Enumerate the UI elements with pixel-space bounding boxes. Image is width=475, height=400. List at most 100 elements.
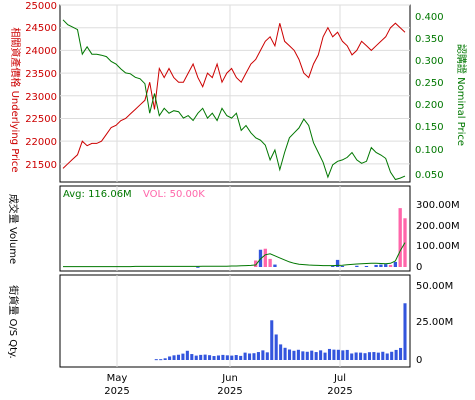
outstanding-bar — [327, 348, 332, 360]
volume-tick: 200.00M — [416, 221, 460, 232]
outstanding-bar — [399, 347, 403, 360]
left-tick: 24500 — [25, 23, 57, 34]
left-tick: 21500 — [25, 160, 57, 171]
outstanding-bar — [341, 350, 345, 360]
x-year-label: 2025 — [217, 386, 242, 397]
outstanding-bar — [372, 352, 376, 360]
outstanding-bar — [296, 349, 300, 360]
right-tick-labels: 0.400 0.350 0.300 0.250 0.200 0.150 0.10… — [415, 12, 444, 181]
outstanding-bar — [261, 350, 265, 360]
underlying-price-line — [62, 22, 406, 169]
price-series-group — [62, 19, 406, 181]
right-tick: 0.050 — [415, 170, 444, 181]
outstanding-bar — [394, 349, 398, 360]
right-tick: 0.100 — [415, 145, 444, 156]
left-tick: 23000 — [25, 92, 57, 103]
outstanding-bar — [319, 350, 323, 360]
outstanding-bar — [199, 354, 203, 360]
x-month-label: Jul — [333, 373, 346, 384]
right-tick: 0.250 — [415, 78, 444, 89]
volume-avg-legend: Avg: 116.06M — [63, 189, 132, 200]
outstanding-bar — [208, 355, 212, 360]
volume-bar — [273, 264, 277, 267]
outstanding-panel-frame — [59, 274, 411, 368]
volume-bar — [196, 266, 200, 268]
outstanding-bar — [363, 353, 367, 360]
outstanding-bar — [216, 355, 220, 360]
outstanding-bar — [194, 355, 198, 360]
outstanding-tick: 0 — [416, 355, 422, 366]
warrant-price-line — [62, 19, 406, 181]
outstanding-bar — [385, 353, 389, 360]
volume-bar — [374, 264, 378, 267]
outstanding-bar — [287, 349, 292, 360]
volume-bar — [355, 265, 359, 267]
volume-bar — [263, 248, 267, 267]
volume-bar — [340, 265, 345, 267]
outstanding-bar — [292, 350, 296, 360]
right-tick: 0.200 — [415, 100, 444, 111]
volume-bar — [379, 264, 383, 267]
outstanding-bar — [390, 351, 394, 360]
right-tick: 0.150 — [415, 122, 444, 133]
left-tick: 24000 — [25, 46, 57, 57]
outstanding-bar — [172, 355, 176, 360]
outstanding-bar — [283, 347, 287, 360]
outstanding-axis-label: 街貨量 O/S Qty. — [7, 285, 20, 358]
volume-panel-frame — [59, 185, 411, 272]
outstanding-bar — [190, 354, 194, 360]
volume-bar — [398, 208, 402, 267]
outstanding-bar — [221, 354, 225, 360]
volume-bar — [335, 259, 340, 267]
volume-bar — [331, 265, 335, 267]
x-month-label: Jun — [221, 373, 238, 384]
outstanding-bar — [252, 353, 256, 360]
outstanding-bar — [274, 334, 278, 360]
outstanding-bar — [243, 352, 247, 360]
outstanding-bar — [181, 353, 185, 360]
outstanding-bar — [176, 354, 181, 360]
volume-tick: 0 — [416, 262, 422, 273]
outstanding-bar — [168, 356, 172, 360]
outstanding-bar — [354, 352, 358, 360]
left-tick: 22500 — [25, 114, 57, 125]
outstanding-bar — [310, 350, 314, 360]
right-tick: 0.350 — [415, 34, 444, 45]
volume-vol-legend: VOL: 50.00K — [143, 189, 205, 200]
volume-average-line — [63, 242, 406, 268]
outstanding-tick: 25.00M — [416, 317, 453, 328]
outstanding-bar — [376, 352, 380, 360]
outstanding-bar — [359, 352, 363, 360]
volume-axis-label: 成交量 Volume — [7, 194, 20, 264]
x-year-label: 2025 — [327, 386, 352, 397]
grid-lines — [60, 4, 410, 367]
outstanding-bar — [248, 353, 252, 360]
right-axis-label: 認購證 Nominal Price — [455, 44, 468, 146]
price-panel-frame — [59, 4, 411, 183]
left-tick-labels: 25000 24500 24000 23500 23000 22500 2200… — [25, 1, 57, 171]
volume-bar — [393, 261, 398, 267]
outstanding-bar — [203, 354, 207, 360]
outstanding-bar — [279, 344, 283, 360]
outstanding-bar — [212, 356, 216, 360]
right-tick: 0.400 — [415, 12, 444, 23]
outstanding-bar — [332, 349, 336, 360]
volume-tick: 300.00M — [416, 200, 460, 211]
volume-tick: 100.00M — [416, 241, 460, 252]
outstanding-tick-labels: 50.00M 25.00M 0 — [416, 281, 453, 366]
outstanding-bar — [154, 359, 158, 361]
outstanding-bar — [265, 352, 269, 360]
x-year-label: 2025 — [104, 386, 129, 397]
outstanding-bar — [256, 352, 260, 360]
volume-bar — [254, 260, 258, 267]
outstanding-bar — [225, 355, 229, 360]
outstanding-bar — [230, 355, 234, 360]
outstanding-bar — [301, 351, 305, 360]
volume-bars-group — [63, 208, 407, 268]
x-month-label: May — [107, 373, 128, 384]
outstanding-bar — [163, 358, 167, 360]
left-tick: 25000 — [25, 1, 57, 12]
outstanding-bar — [367, 352, 372, 360]
outstanding-bar — [381, 351, 385, 360]
